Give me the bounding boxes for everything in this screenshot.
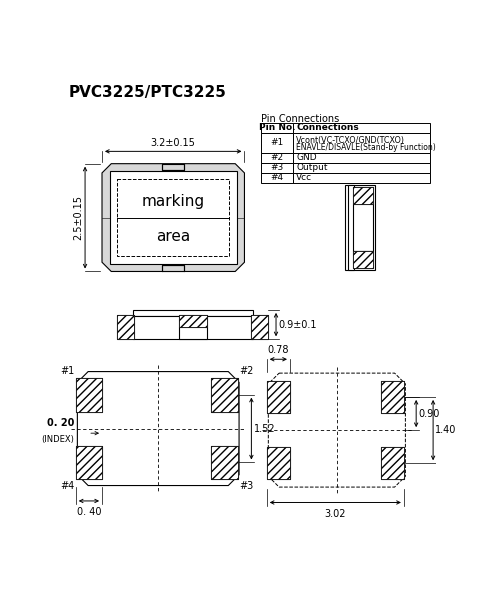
Bar [76,446,102,479]
Text: Output: Output [296,163,328,172]
Text: 3.2±0.15: 3.2±0.15 [151,137,196,147]
Bar [260,163,293,173]
Bar [260,133,293,153]
Text: #4: #4 [60,481,74,491]
Bar [267,447,290,479]
Text: 0.78: 0.78 [268,345,289,355]
Bar [260,123,293,133]
Bar [133,316,253,339]
Text: 3.02: 3.02 [325,508,346,519]
Text: #3: #3 [239,481,253,491]
Bar [110,172,237,264]
Text: PVC3225/PTC3225: PVC3225/PTC3225 [68,85,226,100]
Polygon shape [162,164,184,170]
Bar [353,187,373,204]
Bar [293,123,430,133]
Text: 0.90: 0.90 [418,409,440,419]
Text: #1: #1 [60,366,74,376]
Bar [381,381,404,413]
Bar [251,315,268,339]
Bar [293,173,430,183]
Text: marking: marking [141,194,205,209]
Bar [76,378,102,412]
Bar [353,251,373,268]
Polygon shape [77,372,239,485]
Bar [211,378,238,412]
Text: #1: #1 [270,138,283,147]
Bar [293,163,430,173]
Text: Pin Connections: Pin Connections [260,113,339,124]
Bar [267,381,290,413]
Bar [118,179,229,256]
Text: #2: #2 [239,366,253,376]
Bar [381,447,404,479]
Bar [347,185,354,270]
Text: #2: #2 [270,153,283,162]
Bar [179,315,207,327]
Bar [381,381,404,413]
Bar [260,153,293,163]
Bar [260,173,293,183]
Bar [76,378,102,412]
Text: Vcont(VC-TCXO/GND(TCXO): Vcont(VC-TCXO/GND(TCXO) [296,136,405,145]
Text: Pin No.: Pin No. [259,124,295,132]
Bar [293,153,430,163]
Text: 1.52: 1.52 [254,424,276,434]
Bar [251,315,268,339]
Bar [211,446,238,479]
Polygon shape [268,373,405,487]
Bar [76,446,102,479]
Bar [353,204,373,251]
Text: ENAVLE/DISAVLE(Stand-by Function): ENAVLE/DISAVLE(Stand-by Function) [296,143,436,152]
Bar [267,447,290,479]
Bar [353,187,373,204]
Bar [267,381,290,413]
Text: 0.9±0.1: 0.9±0.1 [278,320,317,330]
Text: area: area [156,229,191,245]
Bar [118,315,134,339]
Text: GND: GND [296,153,317,162]
Text: 0. 40: 0. 40 [77,507,101,517]
Bar [211,446,238,479]
Bar [179,315,207,327]
Bar [118,315,134,339]
Bar [346,185,351,270]
Bar [351,185,375,270]
Bar [179,327,207,339]
Text: Vcc: Vcc [296,173,312,182]
Text: #3: #3 [270,163,283,172]
Text: 2.5±0.15: 2.5±0.15 [73,195,83,240]
Bar [381,447,404,479]
Text: 0. 20: 0. 20 [47,418,74,428]
Text: 1.40: 1.40 [435,425,457,435]
Bar [293,133,430,153]
Text: Connections: Connections [296,124,359,132]
Text: (INDEX): (INDEX) [41,435,74,444]
Polygon shape [162,266,184,271]
Polygon shape [102,164,244,271]
Bar [133,310,253,316]
Bar [353,251,373,268]
Text: #4: #4 [270,173,283,182]
Bar [211,378,238,412]
